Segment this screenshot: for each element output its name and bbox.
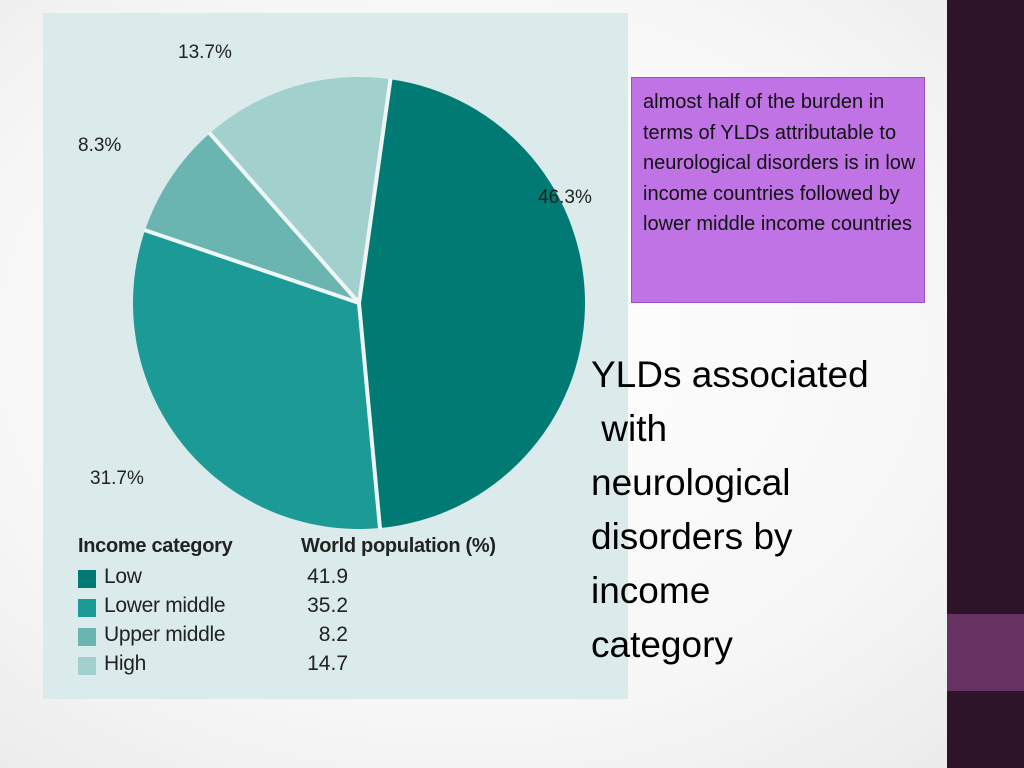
pct-label-upper-middle: 8.3% <box>78 135 121 156</box>
sidebar-accent-block <box>947 614 1024 691</box>
pie-slice-upper-middle <box>145 133 359 303</box>
pct-label-low: 46.3% <box>538 187 592 208</box>
legend-header-category: Income category <box>78 535 233 557</box>
legend-swatch <box>78 657 96 675</box>
slice-separator <box>357 77 393 304</box>
legend-label: High <box>104 652 146 675</box>
annotation-box: almost half of the burden in terms of YL… <box>631 77 925 303</box>
slice-separator <box>143 227 360 305</box>
pct-label-high: 13.7% <box>178 42 232 63</box>
chart-panel: 46.3% 31.7% 8.3% 13.7% Income category W… <box>43 13 628 699</box>
legend-value: 14.7 <box>307 652 348 675</box>
legend-label: Upper middle <box>104 623 226 646</box>
legend-row-high: High 14.7 <box>78 652 378 681</box>
legend-header-value: World population (%) <box>301 535 496 557</box>
legend-row-lower-middle: Lower middle 35.2 <box>78 594 378 623</box>
legend-swatch <box>78 599 96 617</box>
pie-slice-low <box>359 79 586 529</box>
pie-chart: 46.3% 31.7% 8.3% 13.7% <box>78 42 592 530</box>
pct-label-lower-middle: 31.7% <box>90 468 144 489</box>
legend-value: 41.9 <box>307 565 348 588</box>
slice-separator <box>357 302 383 530</box>
pie-slice-lower-middle <box>133 230 380 530</box>
legend-swatch <box>78 570 96 588</box>
slice-separator <box>207 131 361 305</box>
legend-value: 8.2 <box>318 623 348 646</box>
pie-slice-high <box>209 77 391 303</box>
legend-swatch <box>78 628 96 646</box>
slide-title: YLDs associated with neurological disord… <box>591 354 869 665</box>
legend-value: 35.2 <box>307 594 348 617</box>
legend-row-low: Low 41.9 <box>78 565 378 594</box>
legend-row-upper-middle: Upper middle 8.2 <box>78 623 378 652</box>
legend-label: Low <box>104 565 142 588</box>
legend-label: Lower middle <box>104 594 226 617</box>
